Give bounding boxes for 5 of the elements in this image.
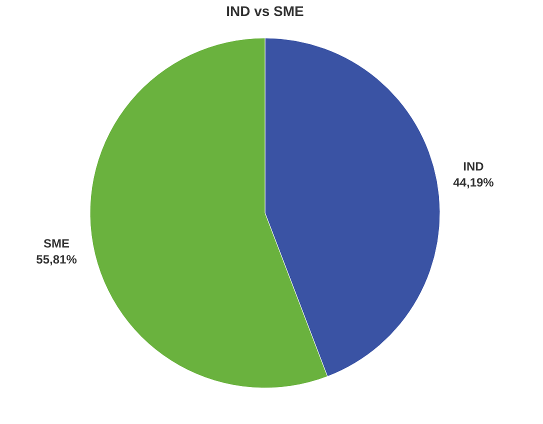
slice-label: SME [44,236,70,250]
data-label: 55,81% [36,252,78,266]
slice-label: IND [463,160,484,174]
data-label: 44,19% [453,176,494,190]
chart-title: IND vs SME [226,3,304,19]
